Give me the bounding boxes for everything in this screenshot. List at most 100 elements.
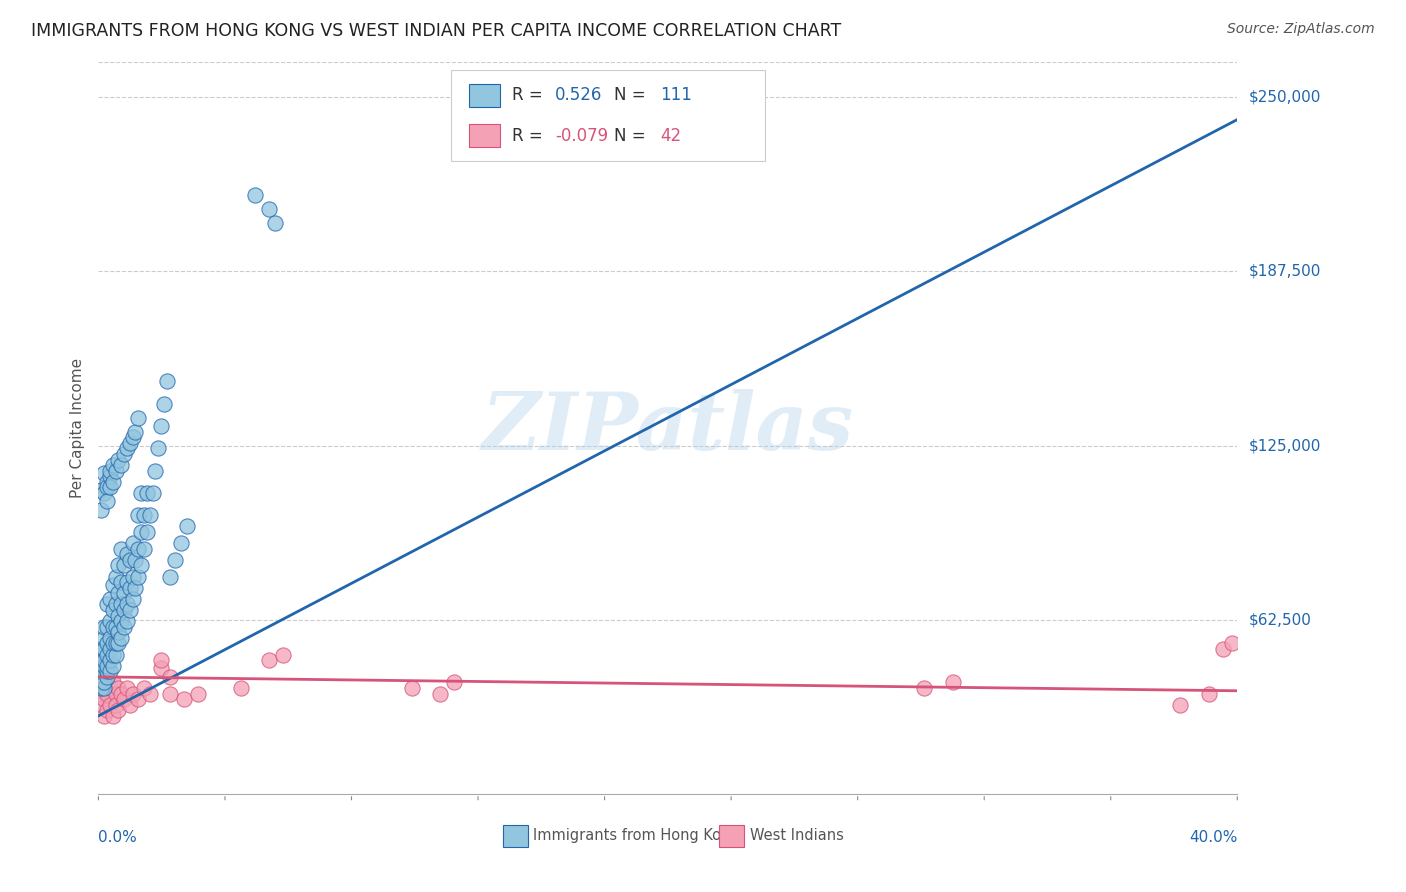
Point [112, 603, 135, 617]
Point [96, 480, 118, 494]
Point [127, 541, 149, 556]
Point [115, 614, 138, 628]
Point [93, 467, 115, 481]
Point [1170, 698, 1192, 712]
Point [1198, 687, 1220, 701]
Point [156, 375, 179, 389]
Text: R =: R = [512, 127, 548, 145]
Text: Source: ZipAtlas.com: Source: ZipAtlas.com [1227, 22, 1375, 37]
Point [135, 524, 157, 539]
Point [104, 620, 127, 634]
Point [259, 653, 281, 667]
Point [90, 653, 112, 667]
Point [90, 642, 112, 657]
Point [98, 464, 121, 478]
Text: -0.079: -0.079 [555, 127, 609, 145]
Point [107, 636, 129, 650]
Point [93, 653, 115, 667]
Point [90, 670, 112, 684]
Point [401, 681, 423, 695]
Text: R =: R = [512, 87, 548, 104]
FancyBboxPatch shape [468, 84, 501, 107]
Point [1220, 636, 1243, 650]
Point [104, 464, 127, 478]
Point [93, 642, 115, 657]
Y-axis label: Per Capita Income: Per Capita Income [70, 358, 86, 499]
Point [110, 541, 132, 556]
Point [187, 687, 209, 701]
Point [101, 675, 124, 690]
Point [912, 681, 935, 695]
Point [141, 486, 163, 500]
Point [138, 508, 160, 523]
Point [93, 709, 115, 723]
Text: ZIPatlas: ZIPatlas [482, 390, 853, 467]
Point [118, 581, 141, 595]
Point [101, 620, 124, 634]
Text: $250,000: $250,000 [1249, 90, 1320, 104]
FancyBboxPatch shape [468, 124, 501, 147]
Point [942, 675, 965, 690]
Point [96, 665, 118, 679]
Point [132, 508, 155, 523]
Point [101, 636, 124, 650]
Point [110, 687, 132, 701]
Text: 111: 111 [659, 87, 692, 104]
Point [104, 598, 127, 612]
Point [90, 681, 112, 695]
Point [93, 692, 115, 706]
Point [93, 486, 115, 500]
Point [124, 581, 146, 595]
Point [104, 648, 127, 662]
Point [243, 187, 266, 202]
Text: 0.526: 0.526 [555, 87, 603, 104]
Point [90, 483, 112, 498]
Point [107, 452, 129, 467]
Point [170, 536, 193, 550]
Point [121, 536, 143, 550]
Point [150, 661, 173, 675]
Point [98, 469, 121, 483]
Point [176, 519, 198, 533]
Point [153, 397, 176, 411]
Point [129, 558, 152, 573]
Point [110, 458, 132, 472]
Point [1212, 642, 1234, 657]
Point [101, 475, 124, 489]
Point [159, 569, 181, 583]
Point [90, 658, 112, 673]
Text: N =: N = [614, 127, 651, 145]
Point [104, 569, 127, 583]
Point [90, 675, 112, 690]
Point [118, 698, 141, 712]
Point [132, 541, 155, 556]
Point [107, 625, 129, 640]
Point [107, 703, 129, 717]
Point [98, 681, 121, 695]
Point [148, 442, 170, 456]
Point [127, 569, 149, 583]
FancyBboxPatch shape [503, 824, 527, 847]
FancyBboxPatch shape [718, 824, 744, 847]
Point [273, 648, 295, 662]
Point [229, 681, 252, 695]
Text: $187,500: $187,500 [1249, 264, 1320, 279]
Point [118, 553, 141, 567]
Point [129, 524, 152, 539]
Point [90, 648, 112, 662]
Point [90, 681, 112, 695]
Point [112, 558, 135, 573]
Point [110, 631, 132, 645]
Point [96, 648, 118, 662]
Point [93, 631, 115, 645]
Point [96, 687, 118, 701]
Point [115, 575, 138, 590]
Point [429, 687, 451, 701]
Point [96, 636, 118, 650]
Point [443, 675, 465, 690]
Point [127, 410, 149, 425]
Text: West Indians: West Indians [749, 828, 844, 843]
Point [101, 709, 124, 723]
Point [107, 558, 129, 573]
Text: $62,500: $62,500 [1249, 612, 1312, 627]
